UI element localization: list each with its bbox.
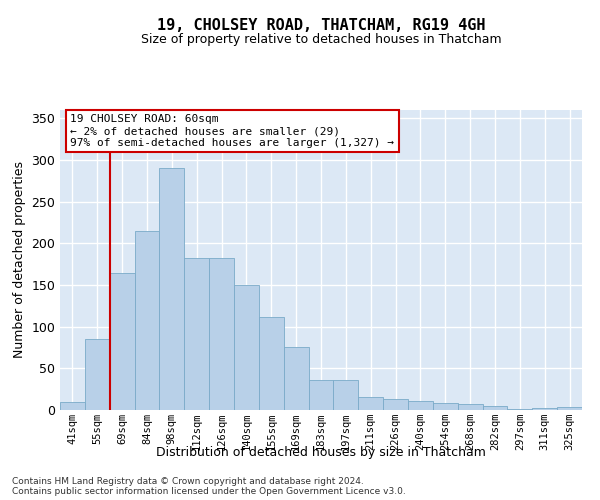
Text: Contains HM Land Registry data © Crown copyright and database right 2024.: Contains HM Land Registry data © Crown c… bbox=[12, 478, 364, 486]
Bar bbox=[284, 346, 308, 410]
Bar bbox=[85, 339, 110, 410]
Text: Distribution of detached houses by size in Thatcham: Distribution of detached houses by size … bbox=[156, 446, 486, 459]
Bar bbox=[110, 272, 134, 410]
Bar bbox=[557, 406, 582, 410]
Bar bbox=[508, 409, 532, 410]
Bar bbox=[259, 316, 284, 410]
Bar bbox=[308, 380, 334, 410]
Bar bbox=[160, 168, 184, 410]
Bar bbox=[532, 408, 557, 410]
Bar bbox=[334, 380, 358, 410]
Bar bbox=[482, 406, 508, 410]
Bar bbox=[209, 258, 234, 410]
Bar bbox=[408, 401, 433, 410]
Bar bbox=[184, 258, 209, 410]
Bar bbox=[383, 399, 408, 410]
Bar bbox=[234, 285, 259, 410]
Bar bbox=[134, 231, 160, 410]
Bar bbox=[60, 402, 85, 410]
Text: 19 CHOLSEY ROAD: 60sqm
← 2% of detached houses are smaller (29)
97% of semi-deta: 19 CHOLSEY ROAD: 60sqm ← 2% of detached … bbox=[70, 114, 394, 148]
Bar bbox=[358, 396, 383, 410]
Bar bbox=[433, 402, 458, 410]
Bar bbox=[458, 404, 482, 410]
Text: 19, CHOLSEY ROAD, THATCHAM, RG19 4GH: 19, CHOLSEY ROAD, THATCHAM, RG19 4GH bbox=[157, 18, 485, 32]
Text: Contains public sector information licensed under the Open Government Licence v3: Contains public sector information licen… bbox=[12, 488, 406, 496]
Y-axis label: Number of detached properties: Number of detached properties bbox=[13, 162, 26, 358]
Text: Size of property relative to detached houses in Thatcham: Size of property relative to detached ho… bbox=[140, 32, 502, 46]
